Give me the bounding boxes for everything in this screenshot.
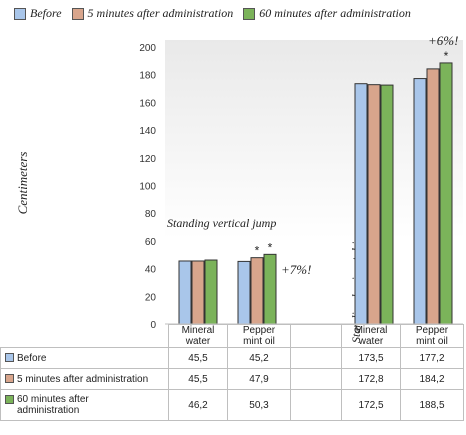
bar (426, 68, 440, 325)
table-header-row: Mineral water Pepper mint oil Mineral wa… (1, 324, 464, 348)
y-tick-label: 180 (139, 71, 156, 82)
table-gap-cell (290, 368, 342, 390)
table-cell: 47,9 (227, 368, 291, 390)
legend-swatch-60min (243, 7, 256, 20)
bar (178, 260, 192, 325)
bar (237, 260, 251, 325)
row-swatch-60min (5, 394, 14, 404)
table-row: 60 minutes after administration 46,2 50,3… (0, 389, 464, 421)
table-cell: 184,2 (400, 368, 464, 390)
category-label-line: mint oil (416, 336, 448, 347)
table-cell: 50,3 (227, 389, 291, 421)
group-label-vertical: Standing vertical jump (167, 216, 277, 230)
table-header-cell: Mineral water (341, 324, 401, 348)
table-cell: 45,5 (168, 347, 228, 369)
category-label-line: Mineral (181, 325, 215, 336)
legend-label-before: Before (30, 6, 62, 20)
category-label-line: mint oil (243, 336, 275, 347)
table-cell: 173,5 (341, 347, 401, 369)
table-header-cell: Pepper mint oil (400, 324, 464, 348)
row-swatch-5min (5, 374, 14, 384)
y-tick-label: 100 (139, 182, 156, 193)
y-tick-label: 60 (145, 237, 157, 248)
y-tick-label: 20 (145, 292, 157, 303)
y-tick-label: 140 (139, 126, 156, 137)
row-label-text: 5 minutes after administration (17, 373, 149, 385)
y-tick-label: 200 (139, 43, 156, 54)
table-gap-cell (290, 324, 342, 348)
legend: Before 5 minutes after administration 60… (14, 6, 411, 21)
table-row: Before 45,5 45,2 173,5 177,2 (0, 347, 464, 369)
bar (413, 78, 427, 325)
table-row-label: Before (0, 347, 169, 369)
y-tick-label: 0 (150, 320, 156, 330)
table-row: 5 minutes after administration 45,5 47,9… (0, 368, 464, 390)
bar (263, 253, 277, 325)
category-label-line: water (358, 336, 384, 347)
table-gap-cell (290, 347, 342, 369)
legend-item-5min: 5 minutes after administration (71, 6, 234, 21)
annotation-horizontal-pct: +6%! (428, 33, 459, 48)
bar (191, 260, 205, 325)
table-cell: 188,5 (400, 389, 464, 421)
bar (439, 62, 453, 325)
table-corner (1, 325, 169, 348)
row-swatch-before (5, 353, 14, 363)
category-label-line: water (185, 336, 211, 347)
table-row-label: 60 minutes after administration (0, 389, 169, 421)
table-header-cell: Pepper mint oil (227, 324, 291, 348)
legend-swatch-before (14, 7, 26, 20)
table-cell: 177,2 (400, 347, 464, 369)
y-tick-label: 80 (145, 209, 157, 220)
row-label-text: Before (17, 352, 47, 364)
significance-star: * (255, 244, 260, 258)
table-cell: 45,5 (168, 368, 228, 390)
bar (354, 83, 368, 325)
table-header-cell: Mineral water (168, 324, 228, 348)
y-tick-label: 40 (145, 265, 157, 276)
category-label-line: Pepper (242, 325, 276, 336)
chart-svg: 0 20 40 60 80 100 120 140 160 180 200 * * * (139, 43, 463, 330)
legend-label-60min: 60 minutes after administration (259, 6, 411, 20)
legend-item-before: Before (14, 6, 62, 21)
bar (250, 257, 264, 325)
legend-label-5min: 5 minutes after administration (87, 6, 234, 20)
category-label-line: Pepper (415, 325, 449, 336)
table-cell: 172,5 (341, 389, 401, 421)
significance-star: * (444, 49, 449, 63)
bar (380, 84, 394, 325)
table-gap-cell (290, 389, 342, 421)
table-cell: 45,2 (227, 347, 291, 369)
annotation-vertical-pct: +7%! (281, 262, 312, 277)
y-tick-label: 120 (139, 154, 156, 165)
y-tick-label: 160 (139, 98, 156, 109)
bar (204, 259, 218, 325)
row-label-text: administration (17, 405, 80, 416)
legend-swatch-5min (71, 7, 84, 20)
legend-item-60min: 60 minutes after administration (243, 6, 411, 21)
row-label-text: 60 minutes after (17, 394, 89, 405)
significance-star: * (268, 240, 273, 254)
bar (367, 84, 381, 325)
table-cell: 46,2 (168, 389, 228, 421)
table-cell: 172,8 (341, 368, 401, 390)
table-row-label: 5 minutes after administration (0, 368, 169, 390)
category-label-line: Mineral (354, 325, 388, 336)
data-table: Mineral water Pepper mint oil Mineral wa… (0, 324, 464, 421)
